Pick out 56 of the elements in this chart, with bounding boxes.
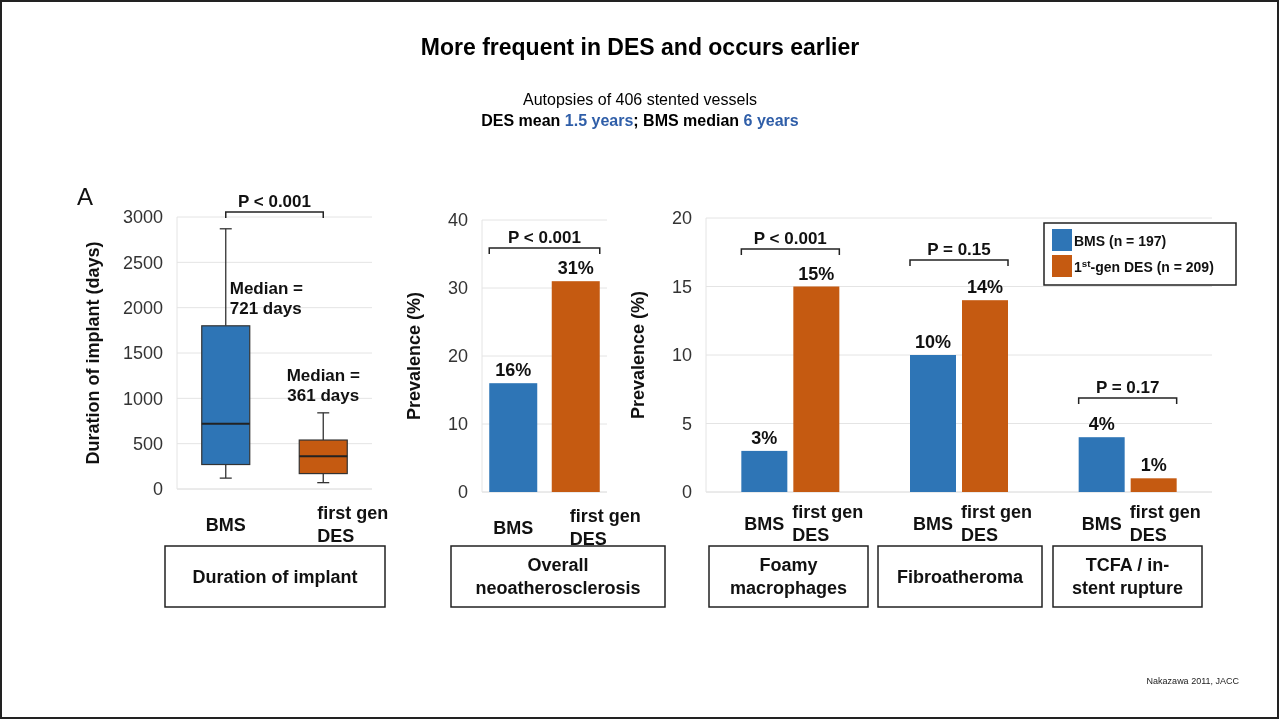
y-tick-label: 20 [447, 346, 468, 367]
bar [741, 450, 788, 492]
data-label: 1% [1140, 455, 1167, 476]
x-tick-label: TCFA / in-stent rupture [1071, 554, 1184, 599]
data-label: 4% [1088, 414, 1115, 435]
y-tick-label: 10 [447, 414, 468, 435]
text: P < 0.001 [238, 192, 311, 211]
y-tick-label: 10 [671, 345, 692, 366]
y-tick-label: 5 [681, 413, 692, 434]
data-label: 3% [751, 427, 778, 448]
data-label: 15% [798, 263, 835, 284]
bar [793, 286, 840, 492]
bar [910, 355, 956, 492]
x-tick-label: BMS [205, 515, 246, 535]
y-tick-label: 1500 [122, 343, 163, 364]
annotation: P = 0.15 [927, 240, 991, 259]
y-tick-label: 15 [671, 276, 692, 297]
y-axis-title: Prevalence (%) [628, 290, 648, 420]
annotation: P < 0.001 [753, 229, 827, 248]
legend-label: BMS (n = 197) [1074, 233, 1167, 249]
y-tick-label: 2000 [122, 297, 163, 318]
legend-label: 1$^{st}$-gen DES (n = 209) [1074, 257, 1214, 275]
x-tick-label: Foamy macrophages [729, 554, 848, 599]
data-label: 31% [557, 258, 594, 279]
text: More frequent in DES and occurs earlier [420, 34, 860, 60]
y-tick-label: 40 [447, 210, 468, 231]
y-tick-label: 1000 [122, 388, 163, 409]
text: Nakazawa 2011, JACC [1146, 676, 1240, 686]
y-tick-label: 500 [132, 433, 163, 454]
y-axis-title: Duration of implant (days) [83, 241, 103, 465]
text: A [77, 183, 94, 210]
bar [962, 300, 1008, 492]
y-tick-label: 20 [671, 208, 692, 229]
x-tick-label: first gen DES [317, 503, 389, 547]
annotation: P < 0.001 [508, 228, 581, 247]
x-tick-label: Fibroatheroma [896, 566, 1024, 587]
text: Autopsies of 406 stented vessels DES mean 1.5 years; BMS median 6 years [481, 91, 799, 129]
data-label: 14% [966, 277, 1004, 298]
x-axis-title: Overall neoatherosclerosis [475, 554, 641, 599]
y-tick-label: 2500 [122, 252, 163, 273]
y-tick-label: 3000 [122, 207, 163, 228]
y-tick-label: 0 [457, 482, 468, 503]
y-tick-label: 30 [447, 278, 468, 299]
data-label: 16% [495, 360, 532, 381]
bar [1130, 478, 1177, 492]
annotation: P = 0.17 [1095, 378, 1160, 397]
x-axis-title: Duration of implant [192, 566, 358, 587]
bar [1078, 437, 1125, 492]
y-axis-title: Prevalence (%) [404, 291, 424, 421]
annotation: Median = 361 days [286, 365, 360, 406]
annotation: Median = 721 days [229, 278, 304, 319]
x-tick-label: BMS [493, 518, 534, 538]
y-tick-label: 0 [681, 482, 692, 503]
y-tick-label: 0 [152, 479, 163, 500]
data-label: 10% [914, 332, 952, 352]
x-tick-label: first gen DES [569, 506, 641, 550]
